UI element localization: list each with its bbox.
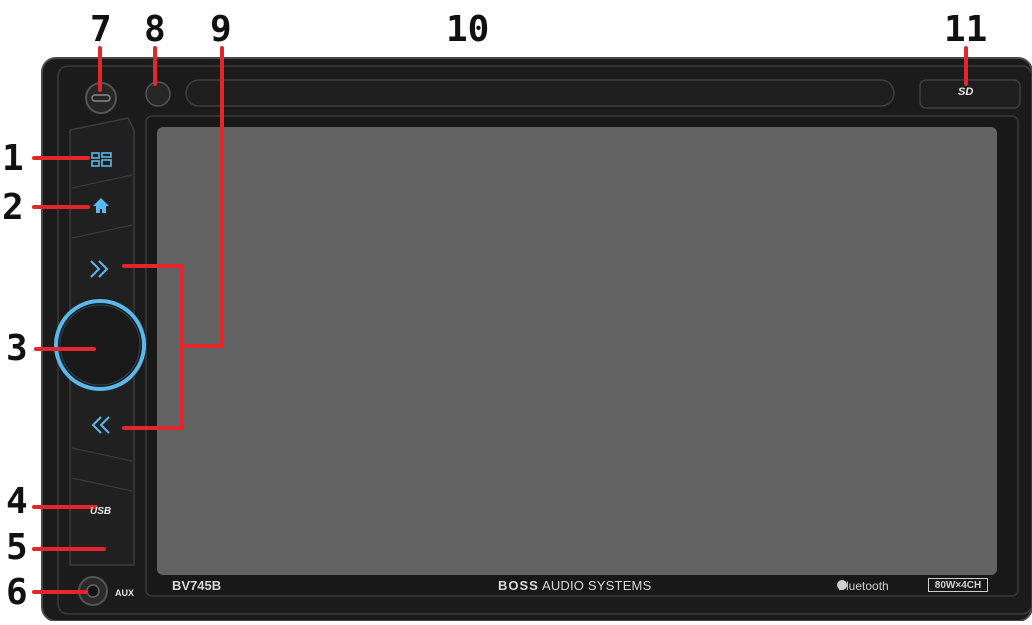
brand-bold: BOSS [498,578,539,593]
brand-rest: AUDIO SYSTEMS [541,578,652,593]
aux-jack-hole [86,584,100,598]
power-icon [91,94,111,102]
menu-grid-icon-part [101,152,112,158]
callout-line-9-bracket [122,264,184,430]
touch-screen[interactable] [157,127,997,575]
sd-slot-label: SD [958,86,974,98]
callout-number-11: 11 [944,9,988,50]
next-track-icon[interactable] [90,260,109,278]
brand-label: BOSS AUDIO SYSTEMS [498,578,651,593]
home-icon[interactable] [93,198,109,213]
callout-number-4: 4 [6,481,28,522]
disc-slot[interactable] [185,79,895,107]
menu-grid-icon-part [91,160,100,167]
divider [71,477,133,492]
bluetooth-icon [837,580,847,590]
divider [71,224,133,239]
callout-number-5: 5 [6,527,28,568]
menu-grid-icon-part [101,159,112,167]
divider [71,174,133,189]
callout-number-6: 6 [6,572,28,613]
previous-track-icon[interactable] [91,416,110,434]
power-rating-label: 80W×4CH [928,578,988,592]
callout-number-3: 3 [6,328,28,369]
callout-number-2: 2 [2,187,24,228]
menu-grid-icon [91,152,100,159]
sd-card-slot[interactable] [919,79,1021,109]
callout-line-9 [180,46,224,348]
usb-port-label: USB [90,506,112,517]
menu-button[interactable] [91,152,112,167]
callout-number-1: 1 [2,138,24,179]
callout-lines [32,46,968,594]
callout-number-9: 9 [210,9,232,50]
callout-number-7: 7 [90,9,112,50]
callout-number-8: 8 [144,9,166,50]
divider [71,447,133,462]
volume-knob[interactable] [54,299,146,391]
bluetooth-label: Bluetooth [838,579,889,593]
aux-label: AUX [115,588,135,598]
callout-number-10: 10 [446,9,490,50]
model-label: BV745B [172,578,222,593]
eject-button[interactable] [145,81,171,107]
volume-knob-inner-ring [59,304,141,386]
